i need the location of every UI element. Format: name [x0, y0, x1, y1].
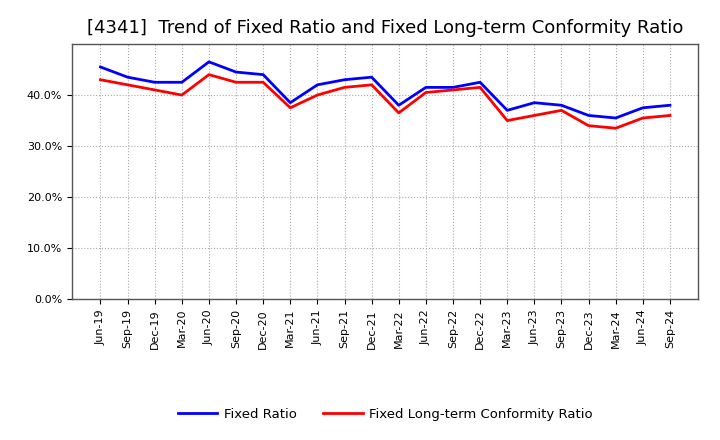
Fixed Long-term Conformity Ratio — [313, 92, 322, 98]
Fixed Ratio — [639, 105, 647, 110]
Fixed Long-term Conformity Ratio — [611, 125, 620, 131]
Fixed Long-term Conformity Ratio — [367, 82, 376, 88]
Fixed Long-term Conformity Ratio — [584, 123, 593, 128]
Title: [4341]  Trend of Fixed Ratio and Fixed Long-term Conformity Ratio: [4341] Trend of Fixed Ratio and Fixed Lo… — [87, 19, 683, 37]
Fixed Ratio — [204, 59, 213, 65]
Line: Fixed Ratio: Fixed Ratio — [101, 62, 670, 118]
Fixed Long-term Conformity Ratio — [476, 85, 485, 90]
Fixed Ratio — [557, 103, 566, 108]
Fixed Ratio — [584, 113, 593, 118]
Fixed Long-term Conformity Ratio — [286, 105, 294, 110]
Fixed Ratio — [611, 115, 620, 121]
Fixed Ratio — [313, 82, 322, 88]
Fixed Ratio — [503, 108, 511, 113]
Fixed Long-term Conformity Ratio — [96, 77, 105, 82]
Fixed Ratio — [530, 100, 539, 105]
Fixed Ratio — [232, 70, 240, 75]
Fixed Long-term Conformity Ratio — [639, 115, 647, 121]
Fixed Ratio — [665, 103, 674, 108]
Fixed Ratio — [341, 77, 349, 82]
Fixed Long-term Conformity Ratio — [178, 92, 186, 98]
Fixed Long-term Conformity Ratio — [259, 80, 268, 85]
Fixed Long-term Conformity Ratio — [503, 118, 511, 123]
Fixed Long-term Conformity Ratio — [395, 110, 403, 116]
Fixed Long-term Conformity Ratio — [232, 80, 240, 85]
Fixed Ratio — [286, 100, 294, 105]
Fixed Ratio — [367, 74, 376, 80]
Fixed Ratio — [449, 85, 457, 90]
Line: Fixed Long-term Conformity Ratio: Fixed Long-term Conformity Ratio — [101, 75, 670, 128]
Fixed Ratio — [476, 80, 485, 85]
Fixed Long-term Conformity Ratio — [341, 85, 349, 90]
Fixed Ratio — [96, 64, 105, 70]
Fixed Ratio — [178, 80, 186, 85]
Fixed Ratio — [123, 74, 132, 80]
Fixed Long-term Conformity Ratio — [204, 72, 213, 77]
Fixed Long-term Conformity Ratio — [665, 113, 674, 118]
Fixed Long-term Conformity Ratio — [150, 87, 159, 92]
Fixed Ratio — [150, 80, 159, 85]
Fixed Ratio — [395, 103, 403, 108]
Fixed Ratio — [259, 72, 268, 77]
Fixed Long-term Conformity Ratio — [530, 113, 539, 118]
Fixed Long-term Conformity Ratio — [557, 108, 566, 113]
Legend: Fixed Ratio, Fixed Long-term Conformity Ratio: Fixed Ratio, Fixed Long-term Conformity … — [172, 403, 598, 426]
Fixed Long-term Conformity Ratio — [123, 82, 132, 88]
Fixed Ratio — [421, 85, 430, 90]
Fixed Long-term Conformity Ratio — [449, 87, 457, 92]
Fixed Long-term Conformity Ratio — [421, 90, 430, 95]
